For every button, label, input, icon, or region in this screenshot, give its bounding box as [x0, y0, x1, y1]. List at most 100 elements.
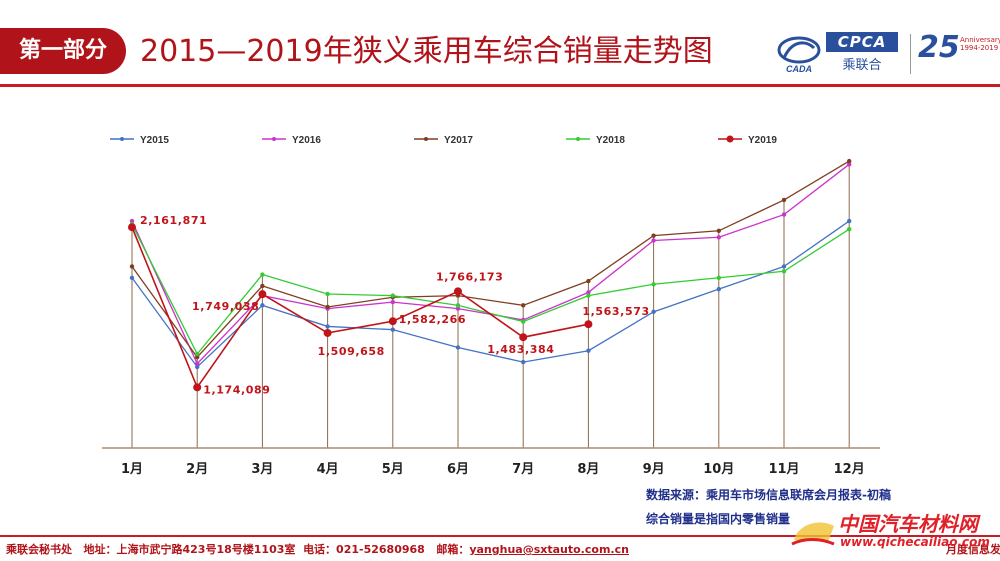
legend-marker — [120, 137, 124, 141]
series-line-y2018 — [131, 224, 850, 356]
data-point — [586, 290, 591, 295]
data-point — [193, 383, 202, 392]
header-divider — [910, 34, 911, 74]
data-point — [716, 228, 721, 233]
data-point — [260, 303, 265, 308]
data-point — [586, 293, 591, 298]
data-point — [388, 317, 397, 326]
data-label: 1,582,266 — [399, 313, 466, 326]
data-point — [390, 293, 395, 298]
legend-label: Y2018 — [596, 135, 625, 146]
legend-label: Y2015 — [140, 135, 169, 146]
data-label: 1,509,658 — [318, 345, 385, 358]
data-point — [195, 364, 200, 370]
footer-phone: 电话：021-52680968 — [303, 543, 425, 556]
data-point — [325, 304, 330, 310]
legend-label: Y2017 — [444, 135, 473, 146]
header: 第一部分 2015—2019年狭义乘用车综合销量走势图 CADA CPCA 乘联… — [0, 0, 1000, 84]
data-point — [651, 233, 656, 238]
data-point — [390, 327, 395, 332]
x-tick-label: 9月 — [643, 462, 665, 477]
x-tick-label: 7月 — [512, 462, 534, 477]
data-point — [455, 306, 461, 311]
data-point — [847, 162, 852, 167]
data-point — [521, 303, 526, 308]
watermark: 中国汽车材料网 www.qichecailiao.com — [790, 508, 998, 558]
data-point — [847, 226, 852, 232]
x-tick-label: 6月 — [447, 462, 469, 477]
footer: 乘联会秘书处 地址：上海市武宁路423号18号楼1103室 电话：021-526… — [6, 541, 629, 557]
footer-email-link[interactable]: yanghua@sxtauto.com.cn — [469, 543, 629, 556]
data-point — [847, 218, 852, 224]
data-point — [716, 275, 721, 280]
data-point — [258, 290, 267, 299]
data-point — [521, 319, 526, 324]
x-tick-label: 8月 — [577, 462, 599, 477]
series-line-y2015 — [131, 220, 850, 368]
data-point — [129, 218, 135, 224]
data-point — [716, 286, 721, 292]
x-tick-label: 12月 — [834, 462, 865, 477]
data-point — [260, 283, 265, 289]
data-point — [455, 303, 461, 308]
legend-marker — [424, 137, 428, 141]
watermark-text: 中国汽车材料网 — [838, 512, 978, 536]
data-label: 1,174,089 — [203, 383, 270, 396]
definition-note: 综合销量是指国内零售销量 — [646, 512, 791, 526]
data-label: 1,766,173 — [436, 270, 503, 283]
data-label: 2,161,871 — [140, 214, 207, 227]
data-point — [586, 278, 591, 284]
data-label: 1,749,038 — [192, 300, 259, 313]
legend-label: Y2016 — [292, 135, 321, 146]
x-tick-label: 10月 — [703, 462, 734, 477]
x-tick-label: 2月 — [186, 462, 208, 477]
data-point — [781, 269, 787, 274]
data-point — [325, 291, 330, 297]
sales-line-chart: 1月 2月 3月 4月 5月 6月 7月 8月 9月 10月 11月 12月 Y2015 Y2016 Y20… — [102, 135, 880, 477]
data-label: 1,563,573 — [582, 305, 649, 318]
data-point — [325, 324, 330, 329]
footer-rule — [0, 535, 1000, 537]
data-point — [454, 287, 462, 296]
data-point — [195, 355, 200, 360]
cpca-logo-subtext: 乘联合 — [842, 58, 882, 73]
footer-address: 地址：上海市武宁路423号18号楼1103室 — [83, 543, 296, 556]
watermark-url: www.qichecailiao.com — [840, 535, 990, 549]
cpca-logo: CPCA 乘联合 — [826, 32, 898, 73]
data-point — [651, 282, 656, 287]
data-point — [195, 351, 200, 357]
data-point — [651, 309, 656, 315]
series-line-y2016 — [131, 163, 850, 365]
footer-org: 乘联会秘书处 — [6, 543, 72, 556]
data-point — [586, 348, 591, 353]
data-point — [390, 299, 395, 305]
data-point — [781, 212, 787, 217]
x-tick-label: 3月 — [251, 462, 273, 477]
series-line-y2017 — [131, 160, 850, 359]
data-point — [781, 264, 787, 269]
data-point — [521, 359, 526, 365]
x-tick-label: 11月 — [768, 462, 799, 477]
data-point — [651, 238, 656, 243]
data-source-note: 数据来源：乘用车市场信息联席会月报表-初稿 — [646, 488, 891, 502]
legend-marker — [272, 137, 276, 141]
x-tick-label: 1月 — [121, 462, 143, 477]
data-point — [129, 275, 135, 280]
data-label: 1,483,384 — [487, 343, 554, 356]
data-point — [584, 320, 593, 329]
x-tick-label: 4月 — [317, 462, 339, 477]
data-point — [129, 264, 135, 269]
series-line-y2019 — [131, 226, 589, 390]
anniversary-number: 25 — [918, 30, 960, 65]
data-point — [519, 333, 528, 342]
data-point — [716, 235, 721, 240]
legend-marker — [576, 137, 580, 141]
legend-marker — [726, 135, 734, 143]
page-title: 2015—2019年狭义乘用车综合销量走势图 — [140, 34, 713, 69]
legend-label: Y2019 — [748, 135, 777, 146]
cpca-logo-text: CPCA — [826, 32, 898, 52]
data-point — [781, 197, 787, 203]
header-rule — [0, 84, 1000, 87]
section-tab: 第一部分 — [0, 28, 126, 74]
data-point — [455, 345, 461, 350]
